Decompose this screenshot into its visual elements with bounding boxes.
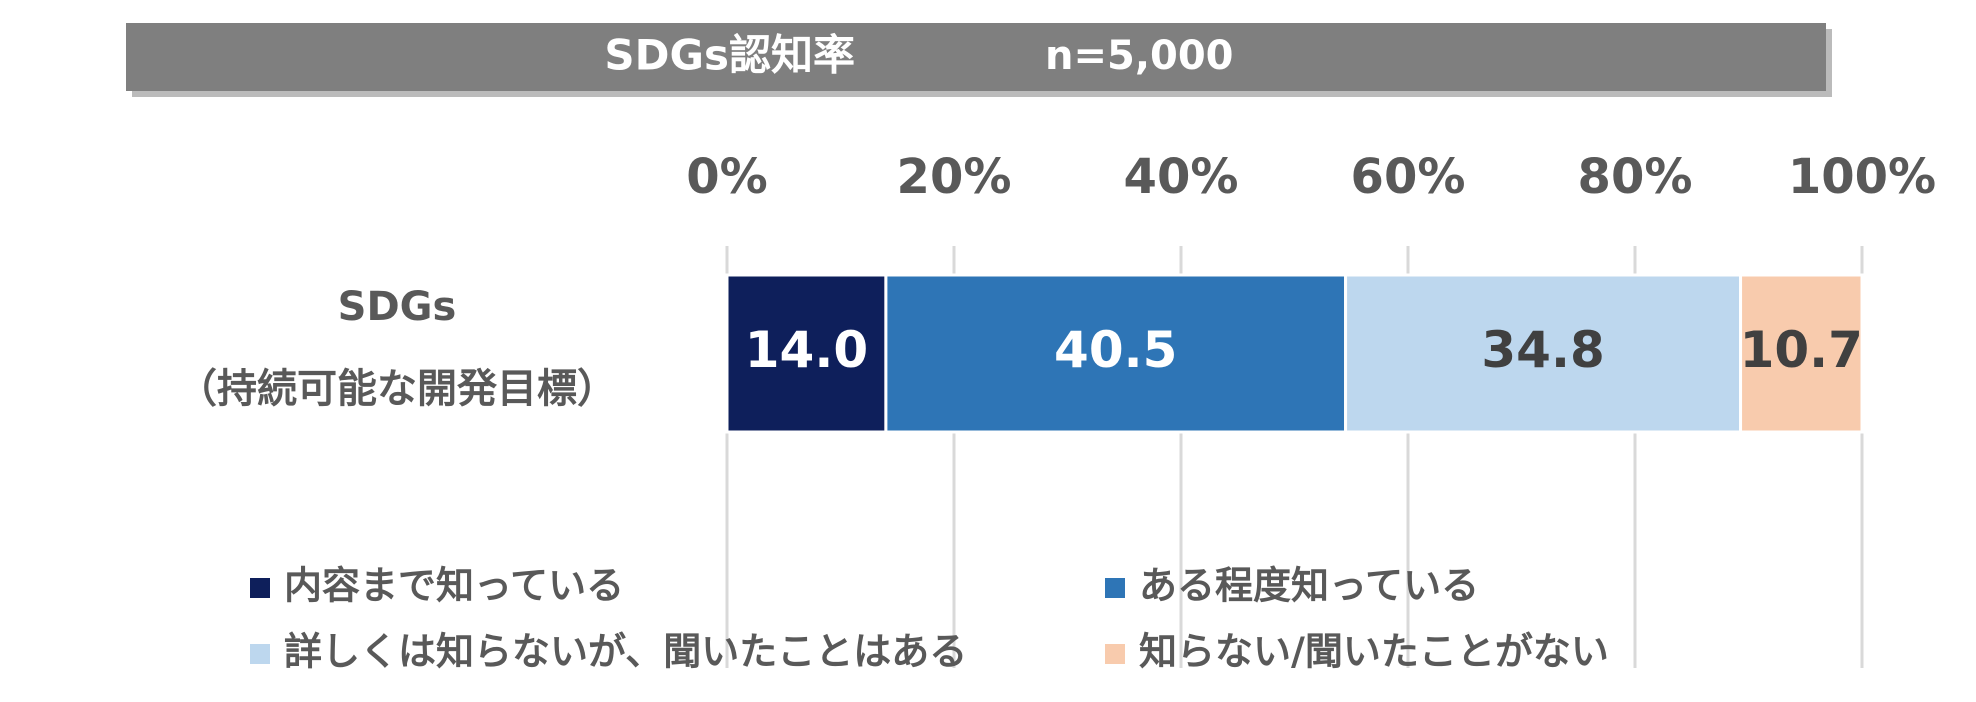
x-tick-label: 40% [1124,149,1239,205]
bar-segment [1739,273,1864,434]
category-label: SDGs [338,284,457,330]
bar-segment [1344,273,1743,434]
chart-title: SDGs認知率 [604,31,855,80]
data-label: 40.5 [1054,321,1177,379]
x-tick-label: 100% [1788,149,1936,205]
category-label: （持続可能な開発目標） [177,366,617,412]
bar-segment [884,273,1348,434]
legend-swatch [1105,578,1125,598]
data-label: 10.7 [1740,321,1863,379]
legend-swatch [1105,644,1125,664]
legend-swatch [250,644,270,664]
x-tick-label: 20% [897,149,1012,205]
x-tick-label: 60% [1351,149,1466,205]
x-tick-label: 80% [1578,149,1693,205]
chart-subtitle: n=5,000 [1045,33,1234,79]
x-tick-label: 0% [686,149,768,205]
data-label: 34.8 [1481,321,1604,379]
title-bar [126,23,1826,91]
legend-label: 詳しくは知らないが、聞いたことはある [284,630,967,674]
data-label: 14.0 [745,321,868,379]
legend-swatch [250,578,270,598]
legend-label: 知らない/聞いたことがない [1139,630,1609,674]
legend-label: ある程度知っている [1139,564,1479,608]
legend-label: 内容まで知っている [284,564,624,608]
